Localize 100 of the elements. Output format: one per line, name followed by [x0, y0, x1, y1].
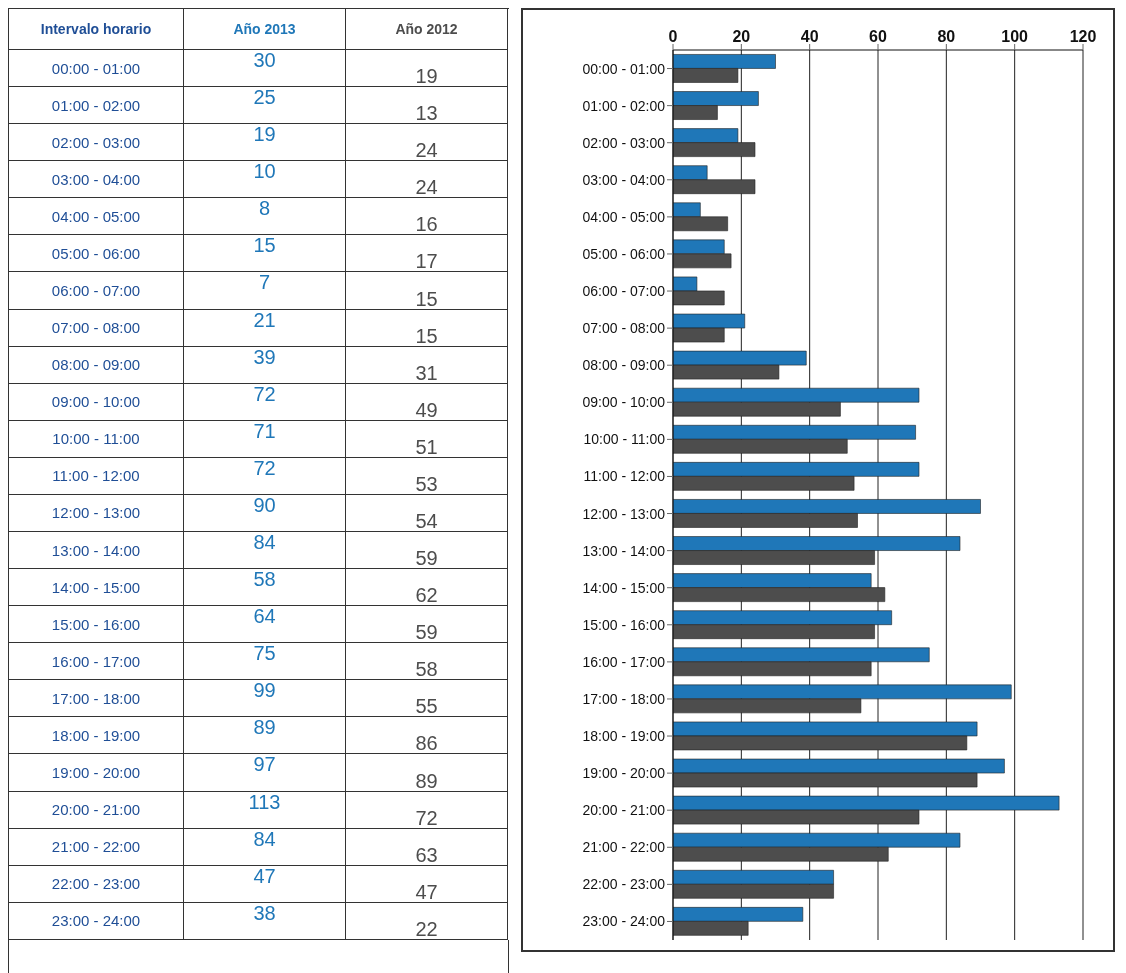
x-tick-label: 40: [800, 28, 819, 45]
data-label: 13: [346, 87, 508, 125]
data-label: 75: [184, 642, 346, 681]
data-label: 15: [346, 309, 508, 347]
data-label: 8: [184, 197, 346, 236]
data-label: 15: [346, 272, 508, 310]
category-label: 21:00 - 22:00: [51, 838, 141, 856]
category-label: 10:00 - 11:00: [52, 430, 140, 448]
data-label: 53: [346, 457, 508, 495]
data-label: 16: [346, 198, 508, 236]
y-tick-label: 05:00 - 06:00: [582, 245, 666, 262]
category-label: 03:00 - 04:00: [51, 170, 141, 188]
x-tick-label: 120: [1069, 28, 1097, 45]
data-label: 89: [184, 716, 346, 755]
data-label: 15: [184, 234, 346, 273]
data-label: 58: [184, 568, 346, 607]
category-label: 04:00 - 05:00: [51, 207, 141, 225]
y-tick-label: 14:00 - 15:00: [582, 579, 666, 596]
category-label: 05:00 - 06:00: [51, 244, 141, 262]
y-tick-label: 00:00 - 01:00: [582, 60, 666, 77]
x-tick-label: 60: [869, 28, 887, 45]
data-label: 7: [184, 271, 346, 310]
data-label: 55: [346, 680, 508, 718]
x-tick-label: 20: [732, 28, 751, 45]
data-label: 17: [346, 235, 508, 273]
data-label: 54: [346, 494, 508, 533]
y-tick-label: 06:00 - 07:00: [582, 283, 666, 300]
y-tick-label: 20:00 - 21:00: [582, 802, 666, 819]
category-label: 02:00 - 03:00: [51, 133, 141, 151]
category-label: 23:00 - 24:00: [51, 912, 141, 930]
y-tick-label: 09:00 - 10:00: [582, 394, 666, 411]
category-label: 09:00 - 10:00: [51, 393, 141, 411]
data-label: 31: [346, 346, 508, 384]
category-label: 07:00 - 08:00: [51, 319, 141, 337]
x-tick-label: 80: [937, 28, 956, 45]
data-label: 90: [184, 493, 346, 533]
category-label: 12:00 - 13:00: [51, 504, 141, 522]
y-tick-label: 02:00 - 03:00: [582, 134, 666, 151]
data-label: 22: [346, 902, 508, 940]
data-label: 63: [346, 828, 508, 866]
data-label: 21: [184, 308, 346, 347]
data-label: 62: [346, 569, 508, 607]
category-label: 01:00 - 02:00: [51, 96, 141, 114]
data-label: 47: [346, 865, 508, 903]
data-label: 10: [184, 160, 346, 199]
x-tick-label: 100: [1001, 28, 1029, 45]
text: Año 2013: [184, 9, 346, 50]
data-label: 30: [184, 49, 346, 88]
category-label: 00:00 - 01:00: [51, 59, 141, 77]
data-label: 84: [184, 531, 346, 570]
data-label: 97: [184, 753, 346, 792]
y-tick-label: 11:00 - 12:00: [583, 468, 666, 485]
data-label: 24: [346, 124, 508, 162]
data-label: 39: [184, 345, 346, 384]
y-tick-label: 13:00 - 14:00: [582, 542, 666, 559]
category-label: 16:00 - 17:00: [51, 652, 141, 670]
data-label: 25: [184, 86, 346, 125]
data-label: 19: [346, 50, 508, 88]
y-tick-label: 22:00 - 23:00: [582, 876, 666, 893]
category-label: 22:00 - 23:00: [51, 875, 141, 893]
y-tick-label: 16:00 - 17:00: [582, 653, 666, 670]
x-tick-label: 0: [668, 28, 678, 45]
data-label: 72: [184, 382, 346, 421]
data-label: 38: [184, 901, 346, 940]
text: Intervalo horario: [9, 9, 184, 50]
data-label: 71: [184, 419, 346, 458]
data-label: 84: [184, 827, 346, 866]
text: Año 2012: [346, 9, 508, 50]
category-label: 15:00 - 16:00: [51, 615, 141, 633]
y-tick-label: 10:00 - 11:00: [583, 431, 666, 448]
y-tick-label: 12:00 - 13:00: [582, 505, 666, 522]
data-label: 24: [346, 161, 508, 199]
y-tick-label: 21:00 - 22:00: [582, 839, 666, 856]
data-label: 51: [346, 420, 508, 458]
y-tick-label: 15:00 - 16:00: [582, 616, 666, 633]
y-tick-label: 01:00 - 02:00: [582, 97, 666, 114]
y-tick-label: 03:00 - 04:00: [582, 171, 666, 188]
data-label: 59: [346, 532, 508, 570]
data-label: 58: [346, 643, 508, 681]
data-label: 49: [346, 383, 508, 421]
data-label: 72: [184, 456, 346, 495]
data-label: 59: [346, 606, 508, 644]
data-label: 19: [184, 123, 346, 162]
category-label: 14:00 - 15:00: [51, 578, 141, 596]
data-label: 99: [184, 679, 346, 718]
y-tick-label: 18:00 - 19:00: [582, 728, 666, 745]
y-tick-label: 17:00 - 18:00: [582, 690, 666, 707]
category-label: 13:00 - 14:00: [51, 541, 141, 559]
category-label: 11:00 - 12:00: [52, 467, 140, 485]
data-label: 86: [346, 717, 508, 755]
data-label: 47: [184, 864, 346, 903]
category-label: 18:00 - 19:00: [51, 726, 141, 744]
category-label: 08:00 - 09:00: [51, 356, 141, 374]
category-label: 19:00 - 20:00: [51, 764, 141, 782]
y-tick-label: 08:00 - 09:00: [582, 357, 666, 374]
data-label: 64: [184, 605, 346, 644]
category-label: 06:00 - 07:00: [51, 282, 141, 299]
data-label: 72: [346, 791, 508, 829]
y-tick-label: 23:00 - 24:00: [582, 913, 666, 930]
category-label: 20:00 - 21:00: [51, 801, 141, 819]
